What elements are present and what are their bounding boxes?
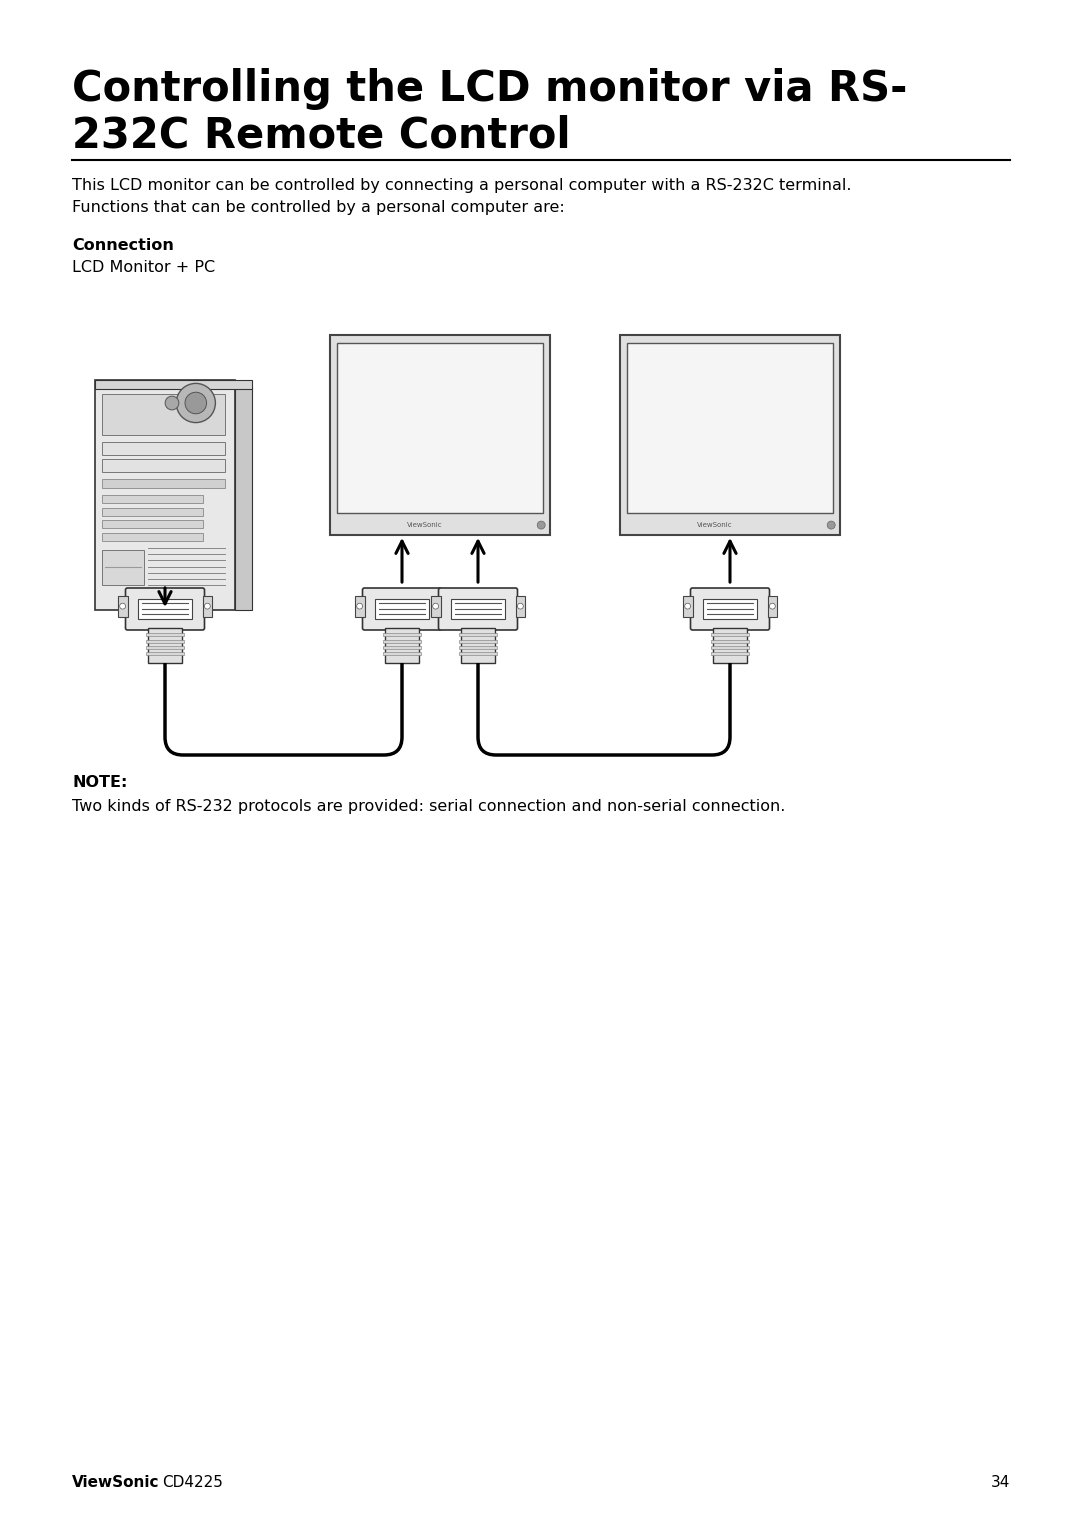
Bar: [711, 633, 748, 636]
Circle shape: [442, 604, 447, 610]
Bar: [386, 628, 419, 663]
Circle shape: [204, 604, 211, 610]
Bar: [711, 652, 748, 656]
Text: Connection: Connection: [72, 238, 174, 254]
Bar: [703, 599, 757, 619]
Bar: [146, 646, 184, 649]
Bar: [459, 646, 497, 649]
Text: Functions that can be controlled by a personal computer are:: Functions that can be controlled by a pe…: [72, 200, 565, 215]
Bar: [102, 533, 203, 541]
Bar: [146, 640, 184, 643]
Bar: [711, 646, 748, 649]
Circle shape: [185, 393, 206, 414]
Circle shape: [356, 604, 363, 610]
Bar: [95, 380, 235, 610]
Bar: [330, 335, 550, 535]
Bar: [102, 521, 203, 529]
Bar: [102, 495, 203, 503]
Bar: [138, 599, 192, 619]
FancyBboxPatch shape: [363, 588, 442, 630]
Bar: [146, 652, 184, 656]
Bar: [461, 628, 495, 663]
Bar: [354, 596, 365, 617]
Bar: [102, 394, 226, 435]
FancyBboxPatch shape: [125, 588, 204, 630]
Text: 232C Remote Control: 232C Remote Control: [72, 115, 570, 156]
Bar: [515, 596, 525, 617]
Bar: [203, 596, 213, 617]
Circle shape: [165, 396, 179, 410]
FancyBboxPatch shape: [690, 588, 769, 630]
Text: LCD Monitor + PC: LCD Monitor + PC: [72, 260, 215, 275]
Bar: [620, 335, 840, 535]
Bar: [375, 599, 429, 619]
Bar: [713, 628, 747, 663]
Text: ViewSonic: ViewSonic: [72, 1475, 160, 1490]
Bar: [383, 652, 421, 656]
Text: This LCD monitor can be controlled by connecting a personal computer with a RS-2: This LCD monitor can be controlled by co…: [72, 177, 851, 193]
Circle shape: [517, 604, 524, 610]
Text: NOTE:: NOTE:: [72, 775, 127, 790]
Circle shape: [769, 604, 775, 610]
Circle shape: [537, 521, 545, 529]
Bar: [431, 596, 441, 617]
Bar: [383, 633, 421, 636]
Bar: [459, 652, 497, 656]
Bar: [102, 478, 226, 487]
Bar: [459, 640, 497, 643]
Bar: [459, 633, 497, 636]
Bar: [102, 507, 203, 515]
Text: Controlling the LCD monitor via RS-: Controlling the LCD monitor via RS-: [72, 69, 907, 110]
Bar: [626, 342, 834, 513]
Text: ViewSonic: ViewSonic: [697, 523, 732, 529]
Bar: [337, 342, 543, 513]
Bar: [440, 596, 449, 617]
Text: 34: 34: [990, 1475, 1010, 1490]
Bar: [383, 640, 421, 643]
Text: ViewSonic: ViewSonic: [407, 523, 443, 529]
Bar: [146, 633, 184, 636]
Bar: [95, 380, 252, 390]
FancyBboxPatch shape: [438, 588, 517, 630]
Circle shape: [120, 604, 125, 610]
Bar: [148, 628, 181, 663]
Circle shape: [433, 604, 438, 610]
Bar: [768, 596, 778, 617]
Bar: [683, 596, 692, 617]
Circle shape: [827, 521, 835, 529]
Bar: [451, 599, 505, 619]
Bar: [235, 387, 252, 610]
Bar: [102, 460, 226, 472]
Text: Two kinds of RS-232 protocols are provided: serial connection and non-serial con: Two kinds of RS-232 protocols are provid…: [72, 799, 785, 814]
Text: CD4225: CD4225: [162, 1475, 222, 1490]
Circle shape: [685, 604, 690, 610]
Circle shape: [176, 384, 215, 423]
Bar: [383, 646, 421, 649]
Bar: [102, 442, 226, 455]
Bar: [102, 550, 144, 585]
Bar: [711, 640, 748, 643]
Bar: [118, 596, 127, 617]
